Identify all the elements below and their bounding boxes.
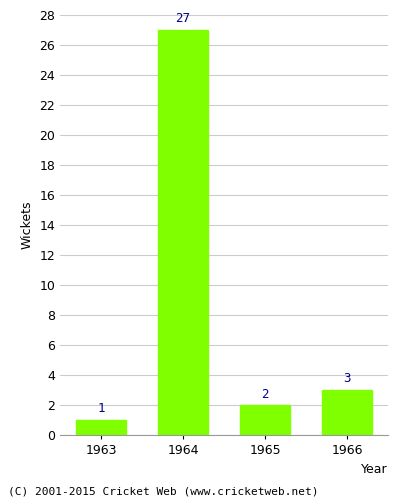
Text: 3: 3 <box>343 372 351 386</box>
Text: (C) 2001-2015 Cricket Web (www.cricketweb.net): (C) 2001-2015 Cricket Web (www.cricketwe… <box>8 487 318 497</box>
Y-axis label: Wickets: Wickets <box>21 200 34 249</box>
Bar <box>322 390 372 435</box>
Text: 27: 27 <box>176 12 190 26</box>
Text: 1: 1 <box>97 402 105 415</box>
X-axis label: Year: Year <box>361 462 388 475</box>
Bar <box>76 420 126 435</box>
Bar <box>158 30 208 435</box>
Bar <box>240 405 290 435</box>
Text: 2: 2 <box>261 388 269 400</box>
